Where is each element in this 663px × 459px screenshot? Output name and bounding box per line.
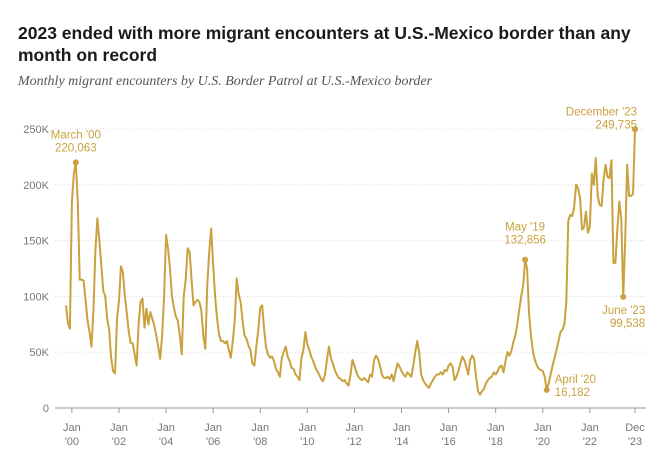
annotation-label: June '23 <box>602 305 645 317</box>
x-tick-label-year: '08 <box>253 436 267 448</box>
y-tick-label: 0 <box>43 403 49 415</box>
annotation-marker <box>522 256 529 263</box>
annotation-label: March '00 <box>51 129 101 141</box>
x-tick-label-month: Dec <box>625 422 645 434</box>
annotation-marker <box>620 293 627 300</box>
x-tick-label-month: Jan <box>393 422 411 434</box>
x-tick-label-month: Jan <box>487 422 505 434</box>
y-tick-label: 50K <box>29 347 49 359</box>
annotation-label: May '19 <box>505 222 545 234</box>
y-axis: 0 50K 100K 150K 200K 250K <box>23 124 49 415</box>
annotation-value: 132,856 <box>504 235 546 247</box>
x-tick-label-year: '14 <box>394 436 408 448</box>
x-tick-label-year: '23 <box>628 436 642 448</box>
x-tick-label-month: Jan <box>251 422 269 434</box>
x-tick-label-year: '10 <box>300 436 314 448</box>
chart-subtitle: Monthly migrant encounters by U.S. Borde… <box>18 74 433 89</box>
annotation-value: 220,063 <box>55 142 97 154</box>
x-tick-label-year: '16 <box>441 436 455 448</box>
x-tick-label-month: Jan <box>204 422 222 434</box>
x-tick-label-month: Jan <box>63 422 81 434</box>
x-tick-label-month: Jan <box>298 422 316 434</box>
chart-title: 2023 ended with more migrant encounters … <box>18 23 631 65</box>
annotation-value: 16,182 <box>555 387 590 399</box>
annotation-label: April '20 <box>555 374 596 386</box>
series-line <box>65 129 636 396</box>
annotation-marker <box>543 386 550 393</box>
x-tick-label-year: '12 <box>347 436 361 448</box>
x-tick-label-month: Jan <box>581 422 599 434</box>
x-axis: Jan '00 Jan '02 Jan '04 Jan '06 Jan '08 Jan '10 Jan '… <box>63 408 645 448</box>
annotation-value: 99,538 <box>610 318 645 330</box>
x-tick-label-year: '20 <box>536 436 550 448</box>
annotation-value: 249,735 <box>595 119 637 131</box>
x-tick-label-month: Jan <box>110 422 128 434</box>
x-tick-label-year: '18 <box>489 436 503 448</box>
x-tick-label-year: '02 <box>112 436 126 448</box>
x-tick-label-year: '06 <box>206 436 220 448</box>
x-tick-label-month: Jan <box>440 422 458 434</box>
x-tick-label-year: '04 <box>159 436 173 448</box>
grid-layer <box>55 128 646 409</box>
x-tick-label-month: Jan <box>157 422 175 434</box>
annotation-marker <box>72 159 79 166</box>
x-tick-label-month: Jan <box>346 422 364 434</box>
x-tick-label-month: Jan <box>534 422 552 434</box>
x-tick-label-year: '00 <box>65 436 79 448</box>
y-tick-label: 250K <box>23 124 49 136</box>
y-tick-label: 200K <box>23 180 49 192</box>
y-tick-label: 150K <box>23 236 49 248</box>
series-layer <box>65 129 636 396</box>
y-tick-label: 100K <box>23 291 49 303</box>
annotation-label: December '23 <box>566 106 637 118</box>
annotation-marker <box>632 126 638 133</box>
x-tick-label-year: '22 <box>583 436 597 448</box>
